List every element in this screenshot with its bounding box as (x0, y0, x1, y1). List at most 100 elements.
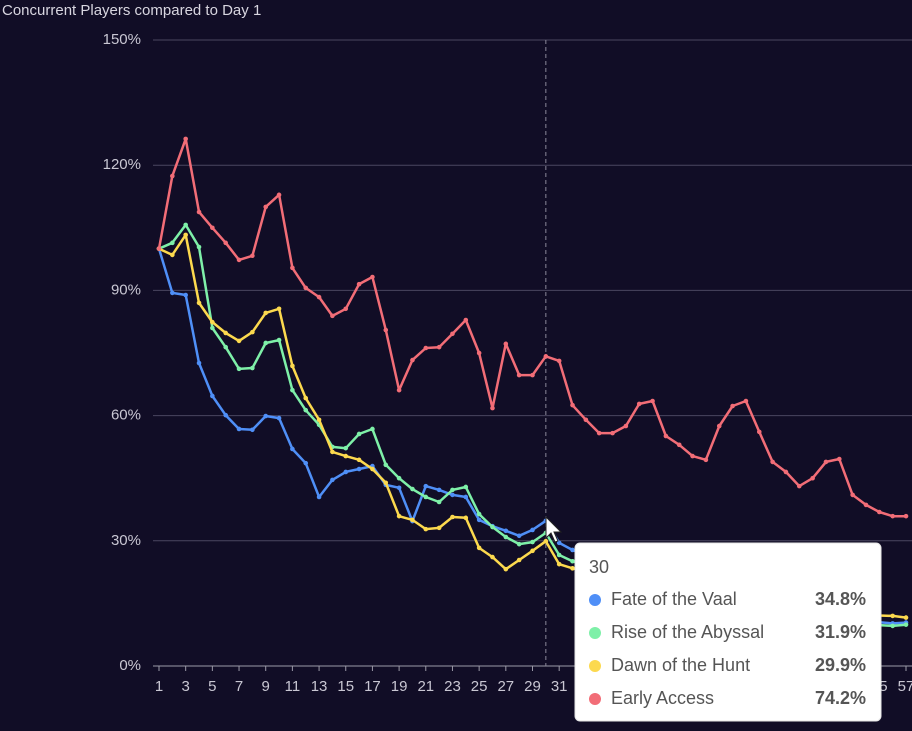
data-point (583, 417, 589, 423)
data-point (343, 306, 349, 312)
data-point (570, 547, 575, 553)
data-point (383, 462, 389, 468)
data-point (890, 623, 895, 629)
data-point (516, 372, 522, 378)
data-point (316, 417, 322, 423)
tooltip-series-name: Rise of the Abyssal (611, 622, 764, 642)
x-tick-label: 25 (471, 678, 488, 695)
data-point (530, 372, 535, 378)
data-point (210, 325, 215, 331)
data-point (530, 548, 535, 554)
data-point (530, 539, 535, 545)
data-point (716, 423, 722, 429)
x-tick-label: 27 (497, 678, 514, 695)
data-point (436, 344, 442, 350)
data-point (170, 290, 175, 296)
data-point (810, 475, 815, 481)
cursor (545, 515, 563, 543)
series-line (157, 137, 906, 518)
y-tick-label: 150% (103, 31, 141, 48)
data-point (463, 494, 469, 500)
data-point (196, 300, 202, 306)
data-point (263, 204, 269, 210)
data-point (370, 426, 375, 432)
data-point (650, 398, 655, 404)
data-point (503, 341, 509, 347)
grid (153, 39, 912, 542)
data-point (316, 494, 322, 500)
data-point (530, 527, 535, 533)
data-point (730, 403, 735, 409)
data-point (396, 485, 402, 491)
data-point (770, 459, 775, 465)
data-point (570, 566, 575, 571)
data-point (370, 274, 375, 280)
data-point (690, 453, 695, 459)
data-point (303, 460, 309, 466)
data-point (783, 469, 789, 475)
data-point (396, 387, 402, 393)
data-point (223, 330, 228, 336)
data-point (837, 456, 842, 462)
data-point (570, 558, 575, 564)
data-point (743, 398, 749, 404)
data-point (890, 513, 895, 519)
x-tick-label: 13 (311, 678, 328, 695)
tooltip-value: 34.8% (815, 589, 866, 609)
x-tick-label: 19 (391, 678, 408, 695)
data-point (410, 486, 415, 492)
data-point (596, 430, 602, 436)
data-point (263, 413, 269, 419)
data-point (543, 354, 549, 359)
data-point (423, 345, 429, 351)
data-point (423, 526, 429, 532)
data-point (396, 513, 402, 519)
data-point (450, 487, 455, 493)
tooltip-marker (589, 693, 601, 705)
data-point (196, 244, 202, 250)
tooltip-marker (589, 660, 601, 672)
y-tick-label: 60% (111, 407, 141, 424)
data-point (236, 257, 242, 263)
x-tick-label: 11 (285, 678, 301, 695)
data-point (556, 540, 562, 546)
data-point (423, 483, 429, 489)
x-tick-label: 3 (182, 678, 190, 695)
data-point (356, 466, 362, 472)
data-point (330, 313, 335, 319)
data-point (490, 554, 495, 560)
data-point (236, 426, 242, 432)
data-point (610, 430, 615, 436)
data-point (223, 240, 228, 246)
tooltip-marker (589, 627, 601, 639)
data-point (196, 209, 202, 215)
tooltip-value: 31.9% (815, 622, 866, 642)
data-point (623, 423, 629, 429)
data-point (516, 533, 522, 539)
data-point (196, 360, 202, 366)
x-tick-label: 29 (524, 678, 541, 695)
x-tick-label: 57 (898, 678, 912, 695)
data-point (210, 225, 215, 231)
data-point (263, 310, 269, 316)
data-point (330, 449, 335, 455)
x-tick-label: 21 (417, 678, 434, 695)
data-point (903, 622, 909, 627)
data-point (503, 566, 509, 572)
data-point (436, 499, 442, 505)
data-point (276, 306, 282, 312)
data-point (170, 252, 175, 258)
data-point (210, 393, 215, 399)
data-point (756, 429, 762, 435)
data-point (170, 173, 175, 179)
data-point (556, 561, 562, 567)
tooltip-series-name: Early Access (611, 688, 714, 708)
data-point (863, 502, 869, 508)
data-point (556, 358, 562, 364)
data-point (476, 545, 482, 551)
data-point (236, 338, 242, 344)
data-point (436, 487, 442, 493)
data-point (290, 265, 295, 271)
